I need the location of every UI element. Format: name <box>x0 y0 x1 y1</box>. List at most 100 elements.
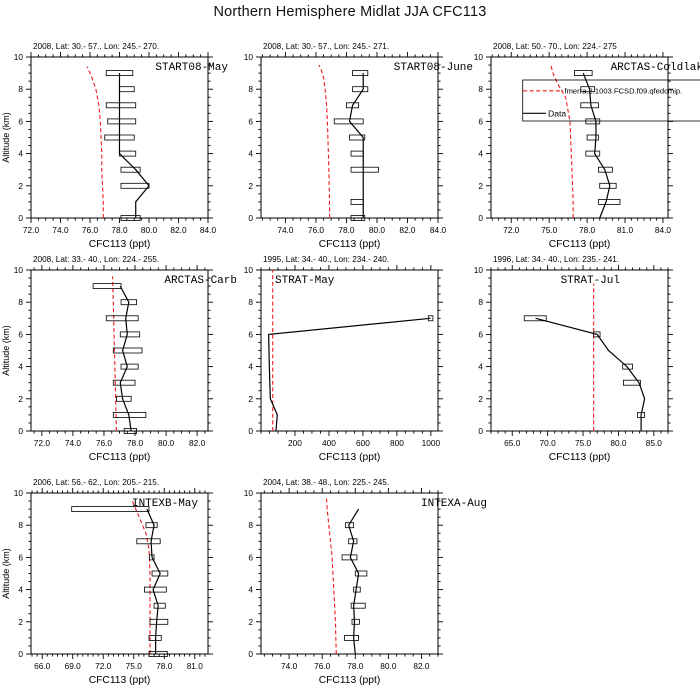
svg-text:6: 6 <box>18 329 23 339</box>
svg-text:74.0: 74.0 <box>277 225 294 235</box>
svg-text:4: 4 <box>18 362 23 372</box>
subplot-START08-June: 2008, Lat: 30.- 57., Lon: 245.- 271. 74.0… <box>244 42 473 250</box>
svg-text:6: 6 <box>18 552 23 562</box>
svg-text:2: 2 <box>18 181 23 191</box>
model-line <box>325 496 337 655</box>
svg-text:80.0: 80.0 <box>158 438 175 448</box>
svg-text:10: 10 <box>244 265 254 275</box>
svg-text:65.0: 65.0 <box>504 438 521 448</box>
svg-text:78.0: 78.0 <box>579 225 596 235</box>
subplot-STRAT-Jul: 1996, Lat: 34.- 40., Lon: 235.- 241. 65.0… <box>474 255 673 463</box>
svg-text:72.0: 72.0 <box>34 438 51 448</box>
svg-text:10: 10 <box>244 52 254 62</box>
svg-text:78.0: 78.0 <box>127 438 144 448</box>
x-axis-label: CFC113 (ppt) <box>549 452 611 463</box>
svg-text:400: 400 <box>322 438 336 448</box>
svg-text:80.0: 80.0 <box>141 225 158 235</box>
campaign-label: INTEXA-Aug <box>421 498 487 510</box>
svg-text:76.0: 76.0 <box>96 438 113 448</box>
subplot-STRAT-May: 1995, Lat: 34.- 40., Lon: 234.- 240. 200 4… <box>244 255 443 463</box>
svg-text:81.0: 81.0 <box>187 661 204 671</box>
svg-text:8: 8 <box>478 297 483 307</box>
x-axis-label: CFC113 (ppt) <box>319 239 381 250</box>
svg-text:4: 4 <box>18 149 23 159</box>
campaign-label: ARCTAS-Coldlak <box>611 62 700 74</box>
svg-text:75.0: 75.0 <box>541 225 558 235</box>
model-line <box>111 276 117 432</box>
legend-data-label: Data <box>548 108 566 118</box>
y-axis-label: Altitude (km) <box>1 325 11 376</box>
x-axis-label: CFC113 (ppt) <box>89 675 151 686</box>
svg-text:84.0: 84.0 <box>200 225 217 235</box>
campaign-label: ARCTAS-Carb <box>164 275 237 287</box>
svg-text:2: 2 <box>18 394 23 404</box>
svg-text:84.0: 84.0 <box>655 225 672 235</box>
svg-text:74.0: 74.0 <box>65 438 82 448</box>
model-line <box>131 499 151 654</box>
svg-text:0: 0 <box>18 649 23 659</box>
svg-text:66.0: 66.0 <box>34 661 51 671</box>
subplot-header: 2008, Lat: 50.- 70., Lon: 224.- 275 <box>493 42 617 51</box>
svg-text:80.0: 80.0 <box>380 661 397 671</box>
svg-text:4: 4 <box>478 362 483 372</box>
legend-model-label: fmerra.2.1003.FCSD.f09.qfedcmip. <box>565 86 683 95</box>
svg-text:8: 8 <box>248 297 253 307</box>
svg-text:82.0: 82.0 <box>189 438 206 448</box>
model-line <box>318 64 331 219</box>
svg-text:2: 2 <box>248 394 253 404</box>
svg-text:82.0: 82.0 <box>413 661 430 671</box>
svg-text:2: 2 <box>248 617 253 627</box>
y-axis-label: Altitude (km) <box>1 548 11 599</box>
svg-text:10: 10 <box>14 265 24 275</box>
svg-text:6: 6 <box>478 329 483 339</box>
svg-text:84.0: 84.0 <box>430 225 447 235</box>
data-line <box>348 508 360 655</box>
svg-text:72.0: 72.0 <box>23 225 40 235</box>
svg-text:0: 0 <box>18 426 23 436</box>
subplot-header: 2004, Lat: 38.- 48., Lon: 225.- 245. <box>263 478 389 487</box>
axis-ticks <box>256 52 443 223</box>
subplot-ARCTAS-Coldlak: 2008, Lat: 50.- 70., Lon: 224.- 275 72.0 7… <box>474 42 700 250</box>
svg-text:2: 2 <box>18 617 23 627</box>
svg-text:75.0: 75.0 <box>126 661 143 671</box>
svg-text:74.0: 74.0 <box>281 661 298 671</box>
svg-text:8: 8 <box>18 297 23 307</box>
svg-text:81.0: 81.0 <box>617 225 634 235</box>
svg-text:78.0: 78.0 <box>347 661 364 671</box>
svg-text:4: 4 <box>248 585 253 595</box>
error-boxes <box>574 70 621 205</box>
svg-text:0: 0 <box>18 213 23 223</box>
plot-box <box>30 492 209 655</box>
data-line <box>268 317 431 432</box>
legend: fmerra.2.1003.FCSD.f09.qfedcmip. Data <box>522 79 700 122</box>
svg-text:2: 2 <box>478 181 483 191</box>
svg-text:6: 6 <box>478 116 483 126</box>
axis-ticks <box>486 265 673 436</box>
y-axis-label: Altitude (km) <box>1 112 11 163</box>
axis-ticks <box>256 488 443 659</box>
subplot-header: 1995, Lat: 34.- 40., Lon: 234.- 240. <box>263 255 389 264</box>
svg-text:6: 6 <box>248 329 253 339</box>
subplot-INTEXA-Aug: 2004, Lat: 38.- 48., Lon: 225.- 245. 74.0… <box>244 478 487 686</box>
subplot-START08-May: 2008, Lat: 30.- 57., Lon: 245.- 270. 72.0… <box>1 42 228 250</box>
svg-text:8: 8 <box>248 520 253 530</box>
svg-text:0: 0 <box>478 426 483 436</box>
svg-text:76.0: 76.0 <box>82 225 99 235</box>
svg-text:0: 0 <box>248 649 253 659</box>
error-boxes <box>92 283 147 434</box>
subplot-header: 1996, Lat: 34.- 40., Lon: 235.- 241. <box>493 255 619 264</box>
svg-text:0: 0 <box>248 213 253 223</box>
plot-box <box>260 492 439 655</box>
svg-text:4: 4 <box>248 149 253 159</box>
plot-box <box>30 269 209 432</box>
data-line <box>348 73 364 218</box>
svg-text:78.0: 78.0 <box>338 225 355 235</box>
svg-text:10: 10 <box>474 265 484 275</box>
svg-text:4: 4 <box>478 149 483 159</box>
subplot-INTEXB-May: 2006, Lat: 56.- 62., Lon: 205.- 215. 66.0… <box>1 478 213 686</box>
plot-box <box>490 269 669 432</box>
data-line <box>582 72 611 219</box>
campaign-label: START08-June <box>394 62 473 74</box>
svg-text:74.0: 74.0 <box>52 225 69 235</box>
x-axis-label: CFC113 (ppt) <box>319 452 381 463</box>
